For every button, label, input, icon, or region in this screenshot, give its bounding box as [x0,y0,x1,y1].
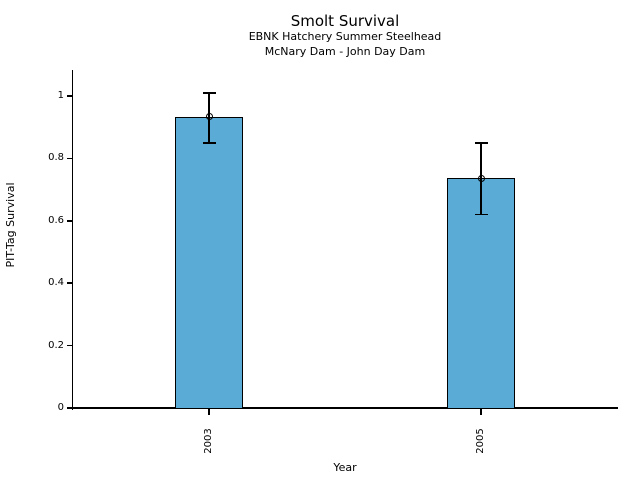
y-tick-label: 0.2 [48,339,64,351]
error-marker-circle [205,113,213,121]
error-marker-circle [477,174,485,182]
error-bar-upper-cap [202,92,216,94]
y-tick-label: 1 [57,90,64,101]
y-tick-label: 0.6 [48,214,64,226]
y-tick-mark [66,95,73,97]
y-tick-label: 0 [57,402,64,413]
x-axis-label: Year [333,461,357,474]
y-tick-mark [66,220,73,222]
y-tick-mark [66,157,73,160]
x-axis-spine [71,407,618,409]
bar-2003 [175,116,243,410]
y-tick-label: 0.4 [48,277,64,289]
y-axis-spine [71,70,73,410]
y-tick-mark [66,282,73,284]
y-tick-mark [66,407,73,409]
error-bar-upper-cap [474,142,488,144]
chart-subtitle-line2: McNary Dam - John Day Dam [264,45,426,58]
y-tick-mark [66,344,73,347]
error-bar-lower-cap [202,142,216,144]
x-tick-mark [208,408,210,415]
bar-2005 [447,178,515,410]
y-tick-label: 0.8 [48,152,64,164]
error-bar-lower-cap [474,213,488,216]
chart-title: Smolt Survival [290,12,400,30]
chart-subtitle-line1: EBNK Hatchery Summer Steelhead [248,30,442,43]
x-tick-mark [480,408,482,415]
